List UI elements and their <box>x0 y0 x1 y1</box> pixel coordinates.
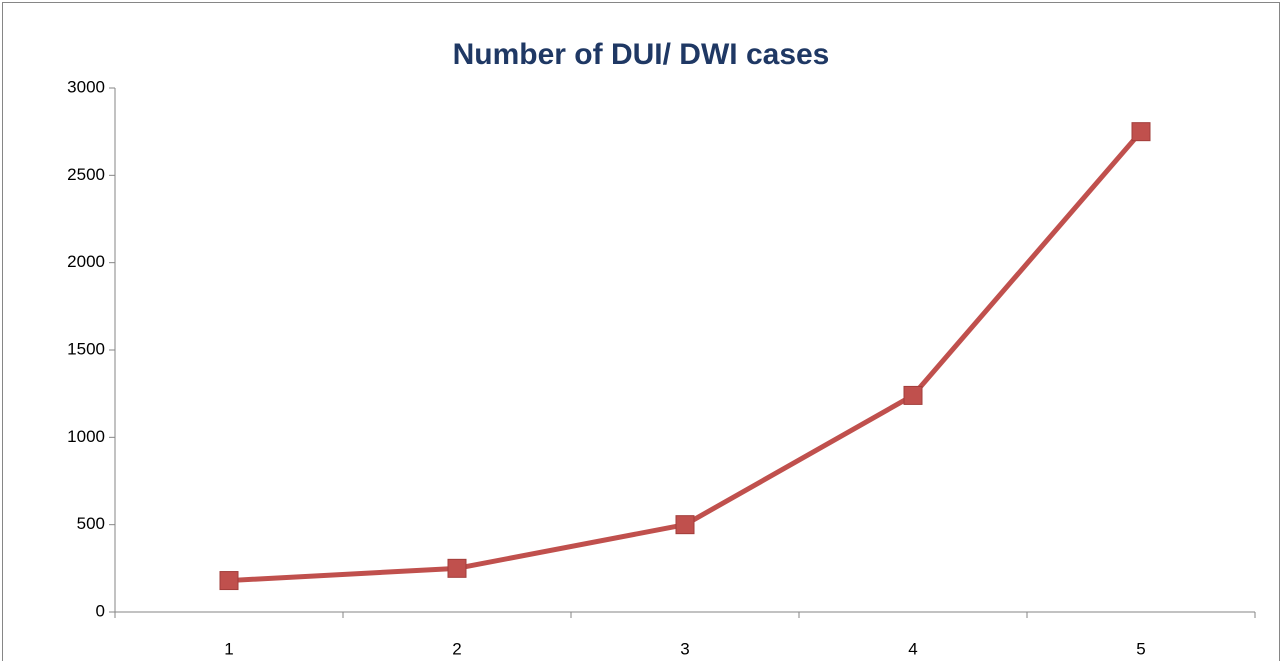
y-tick-label: 2500 <box>67 165 105 184</box>
y-tick-label: 1000 <box>67 427 105 446</box>
marker <box>675 515 695 535</box>
chart-title: Number of DUI/ DWI cases <box>453 38 830 71</box>
marker <box>447 558 467 578</box>
x-tick-label: 2 <box>452 639 461 658</box>
x-tick-label: 3 <box>680 639 689 658</box>
marker <box>219 571 239 591</box>
y-tick-label: 2000 <box>67 252 105 271</box>
x-tick-label: 5 <box>1136 639 1145 658</box>
y-tick-label: 3000 <box>67 77 105 96</box>
y-tick-label: 500 <box>77 514 105 533</box>
x-tick-label: 4 <box>908 639 917 658</box>
x-tick-label: 1 <box>224 639 233 658</box>
y-tick-label: 1500 <box>67 339 105 358</box>
marker <box>1131 122 1151 142</box>
y-tick-label: 0 <box>96 601 105 620</box>
marker <box>903 385 923 405</box>
